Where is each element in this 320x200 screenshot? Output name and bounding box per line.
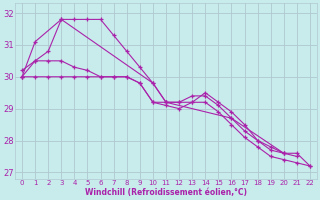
X-axis label: Windchill (Refroidissement éolien,°C): Windchill (Refroidissement éolien,°C) <box>85 188 247 197</box>
